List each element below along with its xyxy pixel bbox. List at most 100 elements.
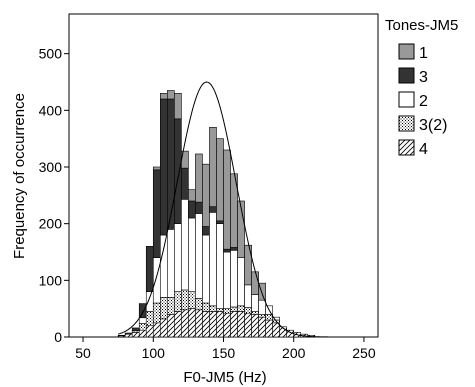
legend-swatch (398, 67, 415, 84)
bar-segment-tone-4 (265, 319, 273, 338)
bar-segment-tone-2 (195, 213, 203, 299)
bar-segment-tone-3-2 (195, 298, 203, 311)
bar-segment-tone-2 (223, 251, 231, 309)
bar-segment-tone-2 (202, 234, 210, 304)
histogram-bars (117, 90, 316, 338)
bar-segment-tone-4 (131, 332, 140, 338)
y-tick-label: 400 (39, 102, 63, 118)
bar-segment-tone-3-2 (159, 297, 168, 320)
legend-swatch (398, 91, 415, 108)
bar-segment-tone-3 (117, 334, 126, 337)
bar-segment-tone-3-2 (181, 289, 189, 311)
bar-segment-tone-1 (237, 200, 245, 258)
bar-segment-tone-3 (138, 303, 147, 319)
bar-segment-tone-1 (209, 127, 217, 207)
bar-segment-tone-1 (223, 149, 231, 250)
y-tick-label: 500 (39, 46, 63, 62)
bar-segment-tone-2 (209, 212, 217, 307)
y-tick-label: 200 (39, 216, 63, 232)
bar-segment-tone-4 (272, 322, 280, 338)
bar-segment-tone-4 (195, 309, 203, 338)
bar-segment-tone-3-2 (145, 311, 154, 326)
legend-label: 3(2) (419, 117, 447, 134)
bar-segment-tone-4 (223, 312, 231, 338)
bar-segment-tone-3-2 (152, 302, 161, 324)
bar-segment-tone-3 (174, 118, 182, 224)
bar-segment-tone-4 (216, 311, 224, 338)
bar-segment-tone-2 (244, 284, 252, 308)
legend-swatch (398, 115, 415, 132)
bar-segment-tone-3-2 (216, 308, 224, 312)
bar-segment-tone-3 (181, 167, 189, 200)
bar-segment-tone-4 (138, 329, 147, 338)
bar-segment-tone-3-2 (188, 291, 196, 309)
bar-segment-tone-1 (167, 90, 175, 100)
bar-segment-tone-2 (167, 229, 175, 298)
normal-curve (118, 81, 371, 338)
y-tick-label: 300 (39, 159, 63, 175)
bar-segment-tone-1 (195, 153, 203, 203)
bar-segment-tone-3-2 (209, 305, 217, 312)
bar-segment-tone-2 (152, 257, 161, 304)
bar-segment-tone-1 (251, 271, 259, 295)
y-tick-label: 0 (54, 329, 62, 345)
bar-segment-tone-3 (159, 98, 168, 236)
bar-segment-tone-4 (244, 312, 252, 338)
bar-segment-tone-3-2 (138, 323, 147, 331)
bar-segment-tone-2 (272, 316, 280, 321)
x-axis: 50 100 150 200 250 (75, 337, 376, 361)
bar-segment-tone-2 (181, 199, 189, 291)
bar-segment-tone-3 (145, 246, 154, 292)
bar-segment-tone-3-2 (258, 314, 266, 318)
bar-segment-tone-2 (251, 294, 259, 312)
bar-segment-tone-3 (195, 201, 203, 214)
bar-segment-tone-1 (216, 138, 224, 222)
bar-segment-tone-3-2 (202, 302, 210, 312)
bar-segment-tone-2 (237, 257, 245, 307)
bar-segment-tone-4 (152, 322, 161, 338)
x-tick-label: 50 (75, 345, 91, 361)
legend-label: 4 (419, 141, 428, 158)
bar-segment-tone-3 (152, 169, 161, 258)
bar-segment-tone-3-2 (174, 291, 182, 312)
x-tick-label: 100 (142, 345, 166, 361)
bar-segment-tone-4 (167, 314, 175, 338)
bar-segment-tone-4 (237, 311, 245, 338)
bar-segment-tone-3-2 (167, 297, 175, 315)
legend-label: 3 (419, 69, 428, 86)
bar-segment-tone-1 (152, 166, 161, 171)
bar-segment-tone-3 (188, 200, 196, 219)
legend-label: 2 (419, 93, 428, 110)
bar-segment-tone-1 (188, 189, 196, 202)
bar-segment-tone-3 (230, 247, 238, 251)
bar-segment-tone-4 (181, 309, 189, 338)
bar-segment-tone-3 (223, 248, 231, 253)
legend: Tones-JM5 1 3 2 3(2) 4 (385, 17, 458, 158)
y-tick-label: 100 (39, 272, 63, 288)
bar-segment-tone-2 (138, 317, 147, 324)
bar-segment-tone-1 (159, 93, 168, 100)
bar-segment-tone-3 (216, 220, 224, 224)
legend-label: 1 (419, 45, 428, 62)
x-tick-label: 200 (282, 345, 306, 361)
bar-segment-tone-3 (209, 206, 217, 213)
legend-title: Tones-JM5 (385, 17, 458, 34)
x-axis-title: F0-JM5 (Hz) (183, 369, 266, 386)
bar-segment-tone-1 (174, 93, 182, 120)
bar-segment-tone-3-2 (244, 307, 252, 314)
bar-segment-tone-2 (230, 250, 238, 308)
legend-swatch (398, 43, 415, 60)
y-axis: 0 100 200 300 400 500 (39, 46, 69, 345)
bar-segment-tone-4 (251, 314, 259, 338)
bar-segment-tone-3-2 (230, 306, 238, 312)
bar-segment-tone-3 (202, 226, 210, 236)
x-tick-label: 250 (352, 345, 376, 361)
bar-segment-tone-1 (244, 244, 252, 286)
bar-segment-tone-4 (258, 316, 266, 338)
bar-segment-tone-1 (202, 163, 210, 227)
bar-segment-tone-3 (124, 332, 133, 335)
bar-segment-tone-4 (202, 311, 210, 338)
bar-segment-tone-4 (159, 318, 168, 338)
bar-segment-tone-2 (159, 234, 168, 298)
